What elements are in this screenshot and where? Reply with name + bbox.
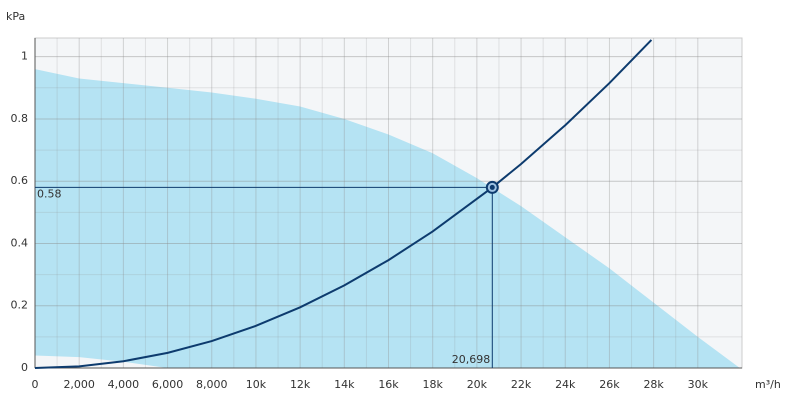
operating-point-core xyxy=(489,184,495,190)
x-tick-label: 18k xyxy=(423,378,444,391)
y-tick-label: 0.2 xyxy=(11,299,29,312)
x-tick-label: 10k xyxy=(246,378,267,391)
x-tick-label: 0 xyxy=(32,378,39,391)
y-tick-label: 0.8 xyxy=(11,112,29,125)
x-tick-label: 20k xyxy=(467,378,488,391)
x-tick-label: 14k xyxy=(334,378,355,391)
y-tick-label: 1 xyxy=(21,50,28,63)
y-axis-label: kPa xyxy=(6,10,25,23)
fan-area xyxy=(35,69,740,368)
x-tick-label: 28k xyxy=(643,378,664,391)
x-tick-label: 30k xyxy=(688,378,709,391)
system-curve xyxy=(34,39,653,369)
y-tick-label: 0.6 xyxy=(11,174,29,187)
x-tick-label: 24k xyxy=(555,378,576,391)
x-tick-label: 8,000 xyxy=(196,378,228,391)
x-value-label: 20,698 xyxy=(452,353,491,366)
y-value-label: 0.58 xyxy=(37,187,62,200)
x-tick-label: 16k xyxy=(378,378,399,391)
y-tick-label: 0 xyxy=(21,361,28,374)
x-tick-label: 26k xyxy=(599,378,620,391)
x-tick-label: 4,000 xyxy=(108,378,140,391)
x-tick-label: 2,000 xyxy=(63,378,95,391)
x-tick-label: 22k xyxy=(511,378,532,391)
fan-area-lower xyxy=(35,355,168,368)
x-tick-label: 12k xyxy=(290,378,311,391)
y-tick-label: 0.4 xyxy=(11,236,29,249)
x-axis-label: m³/h xyxy=(755,378,781,391)
x-tick-label: 6,000 xyxy=(152,378,184,391)
